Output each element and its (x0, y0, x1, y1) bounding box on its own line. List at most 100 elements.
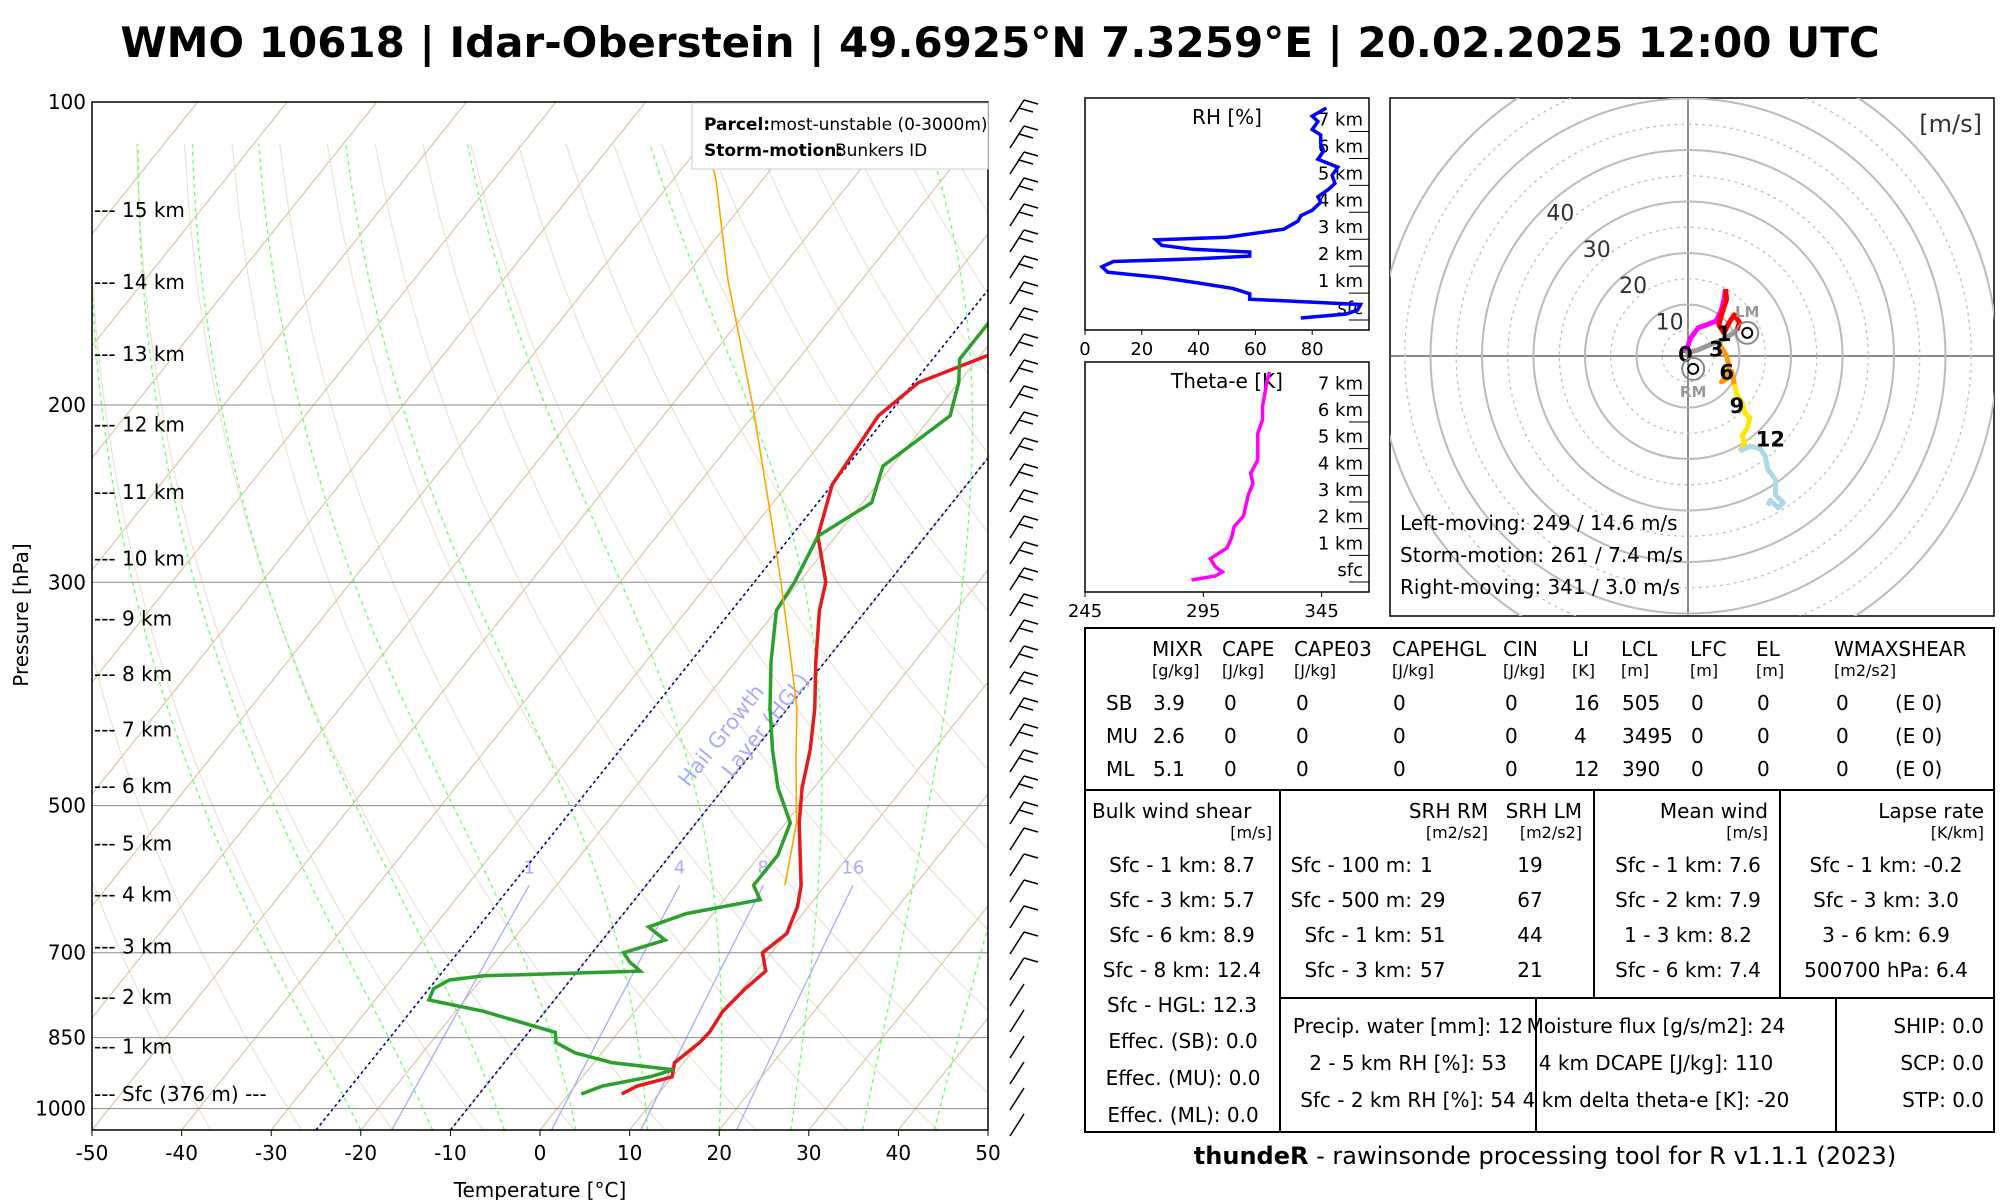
table-cell: (E 0) (1895, 724, 1942, 748)
height-label: --- 3 km (94, 934, 172, 958)
height-label: --- 7 km (94, 717, 172, 741)
footer-brand: thundeR (1193, 1142, 1309, 1170)
table-cell: 390 (1622, 757, 1660, 781)
table-cell: 0 (1296, 724, 1309, 748)
wind-barb (1009, 619, 1025, 643)
dry-adiabat (279, 143, 757, 1130)
isotherm (92, 102, 646, 795)
table-header: CIN (1503, 637, 1538, 661)
table-cell: 0 (1836, 724, 1849, 748)
table-cell: 505 (1622, 691, 1660, 715)
table-unit: [g/kg] (1152, 661, 1199, 680)
table-text: 500700 hPa: 6.4 (1804, 958, 1968, 982)
table-cell: 0 (1505, 724, 1518, 748)
table-text: [m/s] (1726, 823, 1768, 842)
height-label: --- 6 km (94, 774, 172, 798)
wind-barb-flag (1018, 601, 1034, 607)
wind-barbs (1009, 99, 1039, 1137)
isotherm (360, 345, 988, 1130)
wind-barb (1009, 671, 1025, 695)
table-cell: 0 (1505, 757, 1518, 781)
dry-adiabat (92, 261, 394, 1130)
moist-adiabat (92, 268, 362, 1130)
height-label: --- 5 km (94, 831, 172, 855)
table-text: Sfc - 6 km: 7.4 (1615, 958, 1761, 982)
table-cell: 12 (1574, 757, 1599, 781)
parcel-profile (698, 102, 798, 886)
x-tick-label: -30 (255, 1141, 288, 1165)
wind-barb-flag (1023, 463, 1039, 469)
x-tick-label: -50 (76, 1141, 109, 1165)
height-label: --- 1 km (94, 1034, 172, 1058)
table-text: 1 - 3 km: 8.2 (1624, 923, 1752, 947)
wind-barb (1009, 1035, 1025, 1059)
wind-barb (1009, 645, 1025, 669)
wind-barb-flag (1023, 931, 1039, 937)
table-text: 67 (1517, 888, 1542, 912)
moist-adiabat (191, 143, 505, 1130)
moist-adiabat (649, 143, 823, 1130)
table-text: Effec. (MU): 0.0 (1106, 1066, 1261, 1090)
y-axis-label: Pressure [hPa] (9, 543, 33, 686)
table-header: LCL (1621, 637, 1658, 661)
moist-adiabat (258, 143, 577, 1130)
table-cell: 0 (1393, 691, 1406, 715)
isotherm (808, 905, 988, 1130)
table-text: Precip. water [mm]: 12 (1293, 1014, 1523, 1038)
mixing-ratio-label: 4 (674, 857, 685, 878)
wind-barb-flag (1018, 809, 1034, 815)
wind-barb-flag (1023, 827, 1039, 833)
wind-barb-flag (1023, 801, 1039, 807)
wind-barb (1009, 749, 1025, 773)
x-tick-label: -10 (434, 1141, 467, 1165)
table-text: Sfc - 1 km: 8.7 (1109, 853, 1255, 877)
wind-barb (1009, 1061, 1025, 1085)
table-unit: [J/kg] (1392, 661, 1434, 680)
wind-barb-flag (1018, 497, 1034, 503)
table-header: EL (1756, 637, 1781, 661)
table-text: Sfc - 3 km: 5.7 (1109, 888, 1255, 912)
wind-barb-flag (1018, 757, 1034, 763)
wind-barb-flag (1018, 211, 1034, 217)
table-text: 1 (1420, 853, 1433, 877)
table-text: Effec. (ML): 0.0 (1107, 1103, 1258, 1127)
table-text: [m2/s2] (1426, 823, 1488, 842)
mixing-ratio-line (391, 884, 530, 1130)
wind-barb (1009, 983, 1025, 1007)
wind-barb (1009, 827, 1025, 851)
wind-barb (1009, 203, 1025, 227)
wind-barb-flag (1023, 671, 1039, 677)
table-text: Sfc - 500 m: (1291, 888, 1412, 912)
table-cell: 0 (1757, 691, 1770, 715)
table-unit: [K] (1572, 661, 1595, 680)
x-tick-label: 0 (534, 1141, 547, 1165)
wind-barb (1009, 229, 1025, 253)
isotherm (181, 121, 988, 1130)
wind-barb-flag (1023, 593, 1039, 599)
isotherm (92, 102, 826, 1019)
wind-barb-flag (1018, 159, 1034, 165)
table-cell: 16 (1574, 691, 1599, 715)
wind-barb-flag (1018, 419, 1034, 425)
table-header: WMAXSHEAR (1834, 637, 1966, 661)
table-text: Effec. (SB): 0.0 (1108, 1029, 1257, 1053)
dry-adiabat (136, 143, 484, 1130)
height-label: --- 13 km (94, 342, 185, 366)
legend-parcel-key: Parcel: (704, 115, 770, 135)
wind-barb-flag (1018, 393, 1034, 399)
wind-barb (1009, 411, 1025, 435)
wind-barb-flag (1018, 445, 1034, 451)
wind-barb-flag (1023, 541, 1039, 547)
table-cell: 5.1 (1153, 757, 1185, 781)
p-tick-label: 1000 (35, 1097, 86, 1121)
table-header: CAPE (1222, 637, 1274, 661)
wind-barb-flag (1018, 575, 1034, 581)
isotherm (92, 102, 557, 683)
moist-adiabat (466, 143, 723, 1130)
table-text: Sfc - 8 km: 12.4 (1103, 958, 1261, 982)
wind-barb-flag (1018, 185, 1034, 191)
wind-barb-flag (1023, 281, 1039, 287)
wind-barb-flag (1023, 177, 1039, 183)
wind-barb-flag (1023, 255, 1039, 261)
